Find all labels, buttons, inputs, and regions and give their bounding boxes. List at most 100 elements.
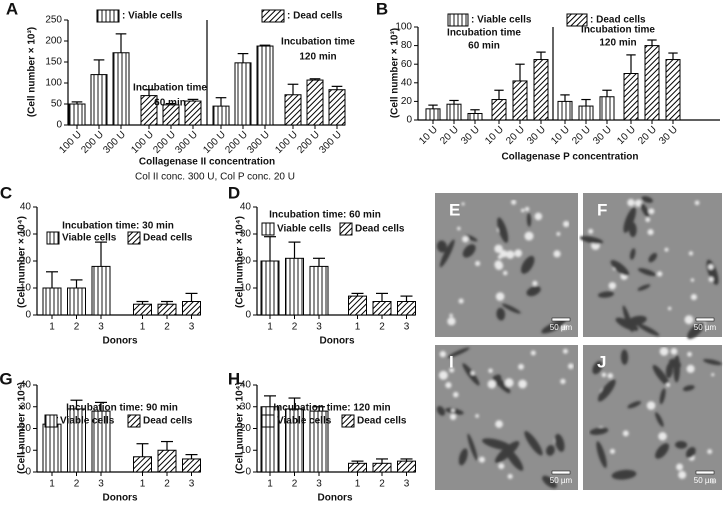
- annotation: Incubation time: 30 min: [62, 221, 174, 232]
- y-tick-label: 20: [20, 256, 32, 267]
- micrograph-background: [583, 193, 722, 337]
- cell-spindle: [610, 260, 630, 276]
- bar: [112, 52, 130, 126]
- y-tick-label: 80: [401, 40, 413, 51]
- legend-label: Viable cells: [277, 224, 332, 235]
- x-tick-label: 10 U: [417, 124, 440, 147]
- cell-round: [534, 212, 543, 221]
- x-axis-label: Collagenase P concentration: [501, 152, 638, 163]
- cell-round: [504, 378, 514, 388]
- cell-round: [498, 463, 505, 470]
- bar: [285, 257, 304, 316]
- y-axis-label: (Cell number × 10⁴): [235, 382, 246, 474]
- cell-round: [686, 364, 695, 373]
- cell-round: [449, 413, 457, 420]
- cell-round: [553, 250, 561, 258]
- bar: [599, 96, 615, 121]
- legend-swatch: [127, 231, 141, 245]
- x-axis-label: Collagenase II concentration: [139, 157, 275, 168]
- cell-spindle: [526, 212, 532, 227]
- cell-round: [503, 270, 508, 276]
- y-tick-label: 10: [20, 445, 32, 456]
- y-tick-label: 0: [25, 310, 31, 321]
- bar: [644, 45, 660, 121]
- x-tick-label: 20 U: [636, 124, 659, 147]
- x-axis-label: Donors: [318, 493, 353, 504]
- y-tick-label: 0: [245, 467, 251, 478]
- cell-spindle: [589, 427, 609, 435]
- cell-round: [659, 347, 669, 356]
- x-tick-label: 1: [355, 322, 361, 333]
- y-tick-label: 200: [45, 36, 62, 47]
- cell-round: [707, 449, 713, 455]
- cell-round: [607, 373, 614, 379]
- panel-letter: A: [6, 0, 18, 18]
- cell-spindle: [640, 203, 650, 218]
- micrograph-background: [435, 345, 578, 490]
- x-tick-label: 3: [189, 322, 195, 333]
- legend-swatch: [44, 414, 58, 428]
- legend-label: Viable cells: [62, 233, 117, 244]
- cell-round: [449, 367, 455, 373]
- cell-spindle: [675, 440, 688, 449]
- x-tick-label: 300 U: [173, 129, 200, 156]
- scale-bar: [551, 317, 571, 322]
- cell-round: [646, 401, 656, 410]
- cell-spindle: [615, 317, 639, 331]
- bar: [157, 303, 177, 316]
- legend-swatch: [96, 9, 120, 23]
- panel-letter: C: [0, 183, 12, 202]
- cell-spindle: [524, 431, 543, 456]
- annotation: Incubation time: 90 min: [66, 403, 178, 414]
- cell-round: [462, 235, 469, 243]
- bar: [234, 62, 252, 126]
- y-tick-label: 10: [20, 283, 32, 294]
- cell-round: [514, 249, 523, 258]
- y-tick-label: 10: [240, 283, 252, 294]
- x-tick-label: 10 U: [483, 124, 506, 147]
- cell-round: [495, 420, 503, 428]
- cell-round: [556, 231, 561, 236]
- scale-bar: [695, 317, 715, 322]
- x-tick-label: 2: [292, 479, 298, 490]
- cell-spindle: [462, 244, 476, 258]
- cell-spindle: [579, 236, 604, 244]
- bar: [284, 94, 302, 126]
- y-tick-label: 10: [240, 445, 252, 456]
- cell-round: [563, 220, 570, 228]
- cell-round: [708, 264, 714, 270]
- cell-round: [475, 260, 481, 267]
- bar: [256, 45, 274, 126]
- scale-label: 50 µm: [694, 476, 717, 485]
- cell-round: [494, 244, 503, 254]
- cell-spindle: [641, 196, 653, 203]
- bar: [446, 103, 462, 121]
- panel-letter: G: [0, 369, 13, 388]
- x-tick-label: 3: [404, 322, 410, 333]
- cell-spindle: [496, 307, 506, 321]
- legend-swatch: [261, 414, 275, 428]
- y-tick-label: 40: [240, 380, 252, 391]
- cell-round: [453, 391, 459, 398]
- cell-round: [690, 278, 695, 282]
- y-tick-label: 60: [401, 59, 413, 70]
- y-tick-label: 0: [56, 120, 62, 131]
- y-tick-label: 20: [240, 423, 252, 434]
- cell-spindle: [467, 433, 478, 461]
- x-axis-label: Donors: [103, 493, 138, 504]
- x-tick-label: 3: [98, 322, 104, 333]
- annotation: 120 min: [299, 52, 336, 63]
- x-tick-label: 100 U: [273, 129, 300, 156]
- cell-spindle: [665, 362, 673, 379]
- cell-round: [530, 350, 536, 356]
- bar: [133, 303, 152, 316]
- y-tick-label: 30: [240, 229, 252, 240]
- y-axis-label: (Cell number × 10⁴): [17, 382, 28, 474]
- cell-round: [451, 408, 455, 413]
- annotation: 120 min: [599, 38, 636, 49]
- cells: [589, 347, 722, 484]
- legend-label: Viable cells: [277, 416, 332, 427]
- x-tick-label: 2: [74, 479, 80, 490]
- cell-spindle: [520, 255, 535, 274]
